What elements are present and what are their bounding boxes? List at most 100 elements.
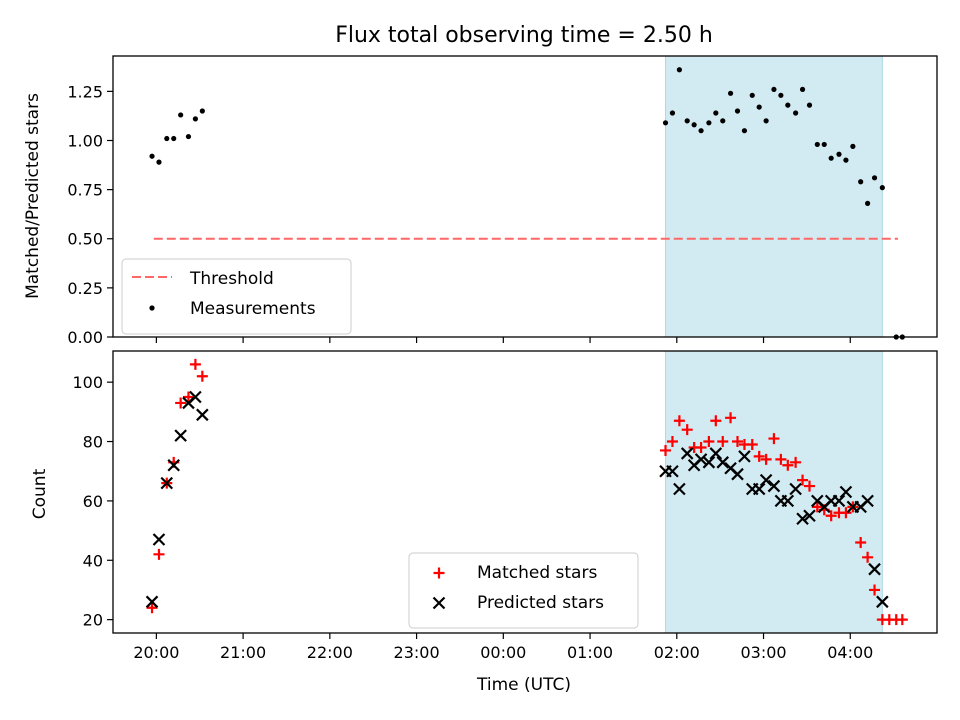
bottom-x-tick-label: 21:00 xyxy=(220,643,266,662)
bottom-y-tick-label: 60 xyxy=(83,492,103,511)
matched-star-point xyxy=(175,397,187,409)
bottom-y-tick-label: 40 xyxy=(83,551,103,570)
measurement-point xyxy=(669,110,676,116)
measurement-point xyxy=(734,108,741,114)
measurement-point xyxy=(713,110,719,116)
bottom-x-tick-label: 22:00 xyxy=(307,643,353,662)
measurement-point xyxy=(814,141,820,148)
predicted-star-point xyxy=(803,509,816,523)
matched-star-point xyxy=(732,436,744,448)
predicted-star-point xyxy=(731,467,744,481)
measurement-point xyxy=(843,157,849,163)
top-y-tick-label: 0.25 xyxy=(67,279,103,298)
bottom-y-tick-label: 80 xyxy=(83,433,103,452)
legend-label: Threshold xyxy=(189,269,274,289)
matched-star-point xyxy=(695,441,707,453)
measurement-point xyxy=(676,67,682,73)
top-y-axis-label: Matched/Predicted stars xyxy=(23,93,43,299)
measurement-point xyxy=(771,86,777,93)
predicted-star-point xyxy=(796,512,809,525)
predicted-star-point xyxy=(738,450,751,463)
bottom-y-tick-label: 20 xyxy=(83,611,103,630)
legend-box xyxy=(408,552,639,629)
matched-star-point xyxy=(782,459,794,471)
bottom-x-tick-label: 20:00 xyxy=(133,643,179,662)
matched-star-point xyxy=(146,602,158,614)
measurement-point xyxy=(821,141,827,148)
predicted-star-point xyxy=(752,482,766,496)
legend-label: Measurements xyxy=(190,299,316,319)
measurement-point xyxy=(778,92,784,98)
measurement-point xyxy=(763,118,769,124)
predicted-star-point xyxy=(832,494,846,508)
bottom-x-tick-label: 00:00 xyxy=(480,643,526,662)
top-series-measurements xyxy=(149,67,905,340)
legend-label: Predicted stars xyxy=(477,593,604,613)
predicted-star-point xyxy=(694,453,708,466)
bottom-panel: 20 40 60 80 100 20:00 21:00 22:00 23:00 00:00 01:0… xyxy=(72,350,938,662)
matched-star-point xyxy=(725,412,737,424)
matched-star-point xyxy=(811,501,823,513)
bottom-y-axis-label: Count xyxy=(30,468,50,519)
measurement-point xyxy=(836,151,842,157)
predicted-star-point xyxy=(789,482,802,496)
top-y-tick-label: 0.00 xyxy=(67,328,103,347)
measurement-point xyxy=(662,120,669,126)
measurement-point xyxy=(171,135,177,142)
chart-title: Flux total observing time = 2.50 h xyxy=(335,23,713,48)
predicted-star-point xyxy=(767,479,781,493)
top-y-tick-label: 0.75 xyxy=(67,181,103,200)
measurement-point xyxy=(871,175,878,181)
predicted-star-point xyxy=(196,408,209,422)
legend-box xyxy=(121,258,352,335)
top-y-tick-label: 1.00 xyxy=(67,131,103,150)
measurement-point xyxy=(785,102,791,108)
matched-star-point xyxy=(896,614,908,626)
predicted-star-point xyxy=(759,473,773,487)
matched-star-point xyxy=(768,433,780,445)
measurement-point xyxy=(698,128,704,134)
matched-star-point xyxy=(681,424,693,436)
measurement-point xyxy=(741,128,748,134)
measurement-point xyxy=(720,118,726,124)
matched-star-point xyxy=(855,536,867,548)
matched-star-point xyxy=(797,474,809,486)
matched-star-point xyxy=(753,450,765,462)
bottom-x-tick-label: 01:00 xyxy=(567,643,613,662)
measurement-point xyxy=(850,143,856,149)
measurement-point xyxy=(749,92,755,98)
predicted-star-point xyxy=(861,494,874,508)
bottom-shaded-span xyxy=(665,350,883,634)
measurement-point xyxy=(793,110,799,116)
predicted-star-point xyxy=(680,447,694,460)
predicted-star-point xyxy=(868,562,881,576)
measurement-point xyxy=(192,116,198,122)
matched-star-point xyxy=(746,439,758,451)
measurement-point xyxy=(691,122,697,128)
bottom-y-tick-label: 100 xyxy=(72,373,103,392)
measurement-point xyxy=(199,108,205,114)
measurement-point xyxy=(865,200,871,206)
top-y-tick-label: 1.25 xyxy=(67,82,103,101)
matched-star-point xyxy=(196,370,208,382)
matched-star-point xyxy=(803,480,815,492)
measurement-point xyxy=(806,102,813,108)
legend-measurement-swatch xyxy=(149,305,155,311)
predicted-star-point xyxy=(160,476,174,490)
matched-star-point xyxy=(775,453,787,465)
legend-matched-swatch xyxy=(433,567,445,579)
predicted-star-point xyxy=(709,447,723,460)
legend-label: Matched stars xyxy=(477,563,597,583)
predicted-star-point xyxy=(876,595,889,609)
measurement-point xyxy=(858,179,864,185)
bottom-x-tick-label: 23:00 xyxy=(394,643,440,662)
predicted-star-point xyxy=(666,464,679,478)
measurement-point xyxy=(727,90,734,96)
predicted-star-point xyxy=(145,595,159,609)
measurement-point xyxy=(799,86,806,93)
matched-star-point xyxy=(825,510,837,522)
matched-star-point xyxy=(710,415,722,427)
matched-star-point xyxy=(666,436,678,448)
top-y-tick-label: 0.50 xyxy=(67,230,103,249)
